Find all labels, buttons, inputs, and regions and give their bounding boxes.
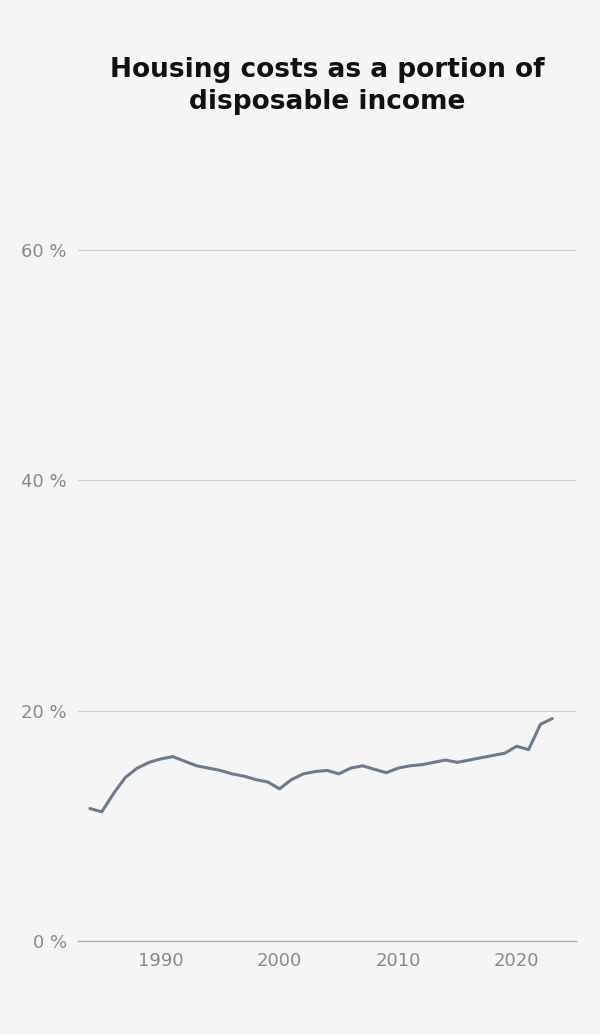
Title: Housing costs as a portion of
disposable income: Housing costs as a portion of disposable… <box>110 58 544 116</box>
